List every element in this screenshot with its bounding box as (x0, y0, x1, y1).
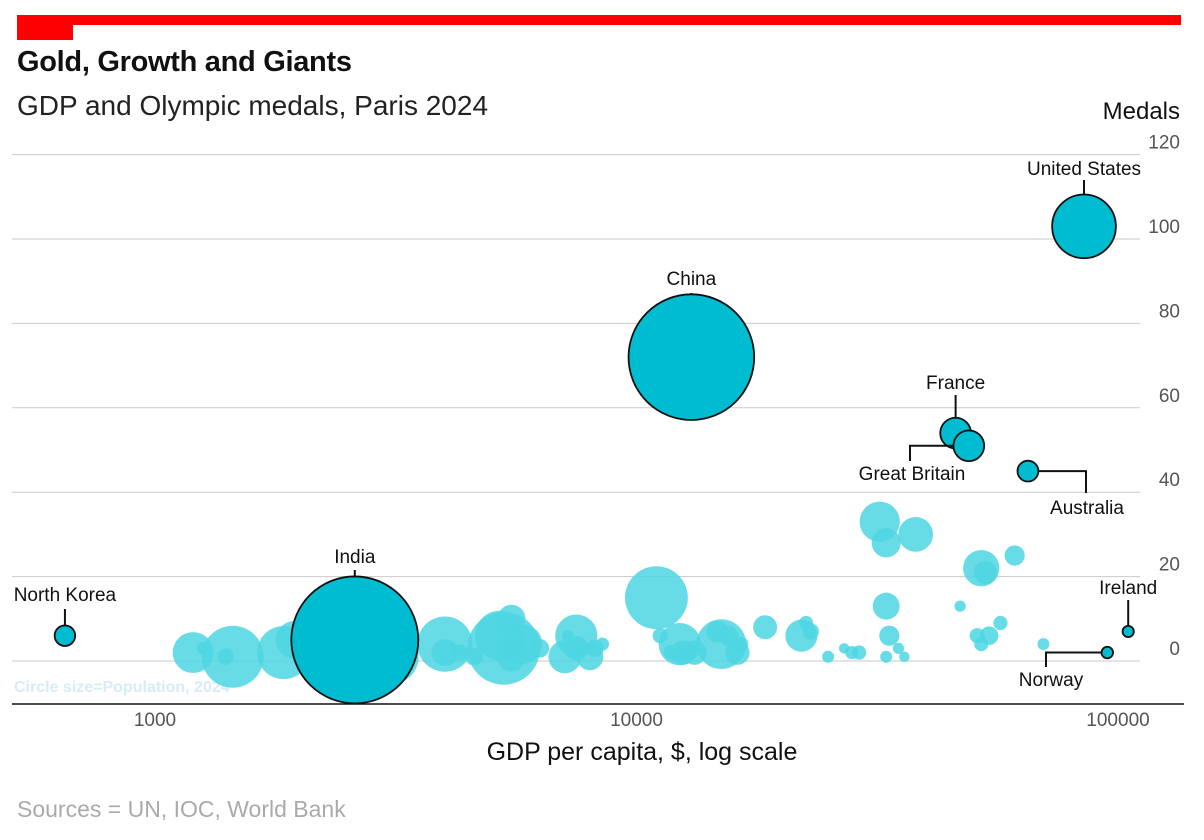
label-norway: Norway (1019, 670, 1084, 691)
callouts: United States China France India North Korea… (14, 159, 1158, 691)
bubble-north-korea (53, 624, 77, 647)
x-tick-100000: 100000 (1086, 710, 1149, 731)
bubble-point-50 (892, 642, 905, 654)
bubble-point-25 (625, 566, 688, 630)
bubble-point-37 (753, 615, 778, 640)
x-tick-1000: 1000 (134, 710, 176, 731)
bubble-point-59 (954, 600, 966, 612)
source-note: Sources = UN, IOC, World Bank (17, 796, 346, 822)
bubble-norway (1100, 645, 1114, 660)
leader-norway (1045, 651, 1102, 667)
bubble-point-49 (880, 650, 893, 663)
gridlines (12, 154, 1140, 662)
x-tick-10000: 10000 (610, 710, 663, 731)
y-tick-20: 20 (1159, 555, 1180, 576)
bubble-point-52 (898, 517, 934, 552)
bubble-point-47 (871, 528, 901, 558)
header-rule (17, 15, 1181, 25)
size-legend-note: Circle size=Population, 2024 (14, 679, 230, 696)
y-tick-60: 60 (1159, 386, 1180, 407)
leader-australia (1038, 470, 1087, 493)
chart-subtitle: GDP and Olympic medals, Paris 2024 (17, 90, 489, 121)
bubble-point-51 (899, 651, 910, 663)
bubble-point-60 (1004, 545, 1025, 566)
bubble-point-16 (524, 651, 536, 663)
header-accent-block (17, 15, 73, 40)
bubble-point-46 (872, 592, 900, 620)
label-great-britain: Great Britain (859, 464, 966, 485)
bubble-point-24 (595, 637, 610, 651)
bubble-point-58 (993, 615, 1008, 631)
y-tick-labels: 0 20 40 60 80 100 120 (1148, 133, 1180, 660)
y-tick-0: 0 (1169, 639, 1180, 660)
bubble-point-17 (530, 639, 550, 658)
label-india: India (334, 547, 376, 568)
label-north-korea: North Korea (14, 585, 117, 606)
y-tick-120: 120 (1148, 133, 1180, 154)
bubble-point-8 (431, 639, 459, 667)
label-china: China (667, 269, 717, 290)
bubble-point-61 (1037, 638, 1050, 651)
bubble-point-57 (974, 636, 989, 652)
x-axis-title: GDP per capita, $, log scale (487, 738, 798, 766)
bubble-china (627, 293, 756, 421)
chart-title: Gold, Growth and Giants (17, 46, 352, 78)
y-tick-80: 80 (1159, 301, 1180, 322)
label-france: France (926, 373, 985, 394)
label-ireland: Ireland (1099, 578, 1157, 599)
bubble-united-states (1051, 193, 1117, 260)
y-tick-40: 40 (1159, 470, 1180, 491)
bubble-point-40 (802, 623, 819, 640)
bubble-point-41 (822, 650, 835, 663)
bubble-point-54 (973, 560, 997, 584)
x-tick-labels: 1000 10000 100000 (134, 710, 1150, 731)
y-tick-100: 100 (1148, 217, 1180, 238)
bubble-india (290, 575, 420, 705)
label-australia: Australia (1050, 498, 1124, 519)
bubble-point-3 (201, 625, 264, 688)
bubble-point-44 (852, 645, 867, 660)
bubble-australia (1016, 459, 1040, 483)
label-united-states: United States (1027, 159, 1141, 180)
bubble-point-34 (718, 625, 739, 646)
leader-great-britain (909, 444, 954, 461)
bubble-ireland (1121, 624, 1135, 638)
bubble-point-48 (879, 625, 900, 646)
bubble-great-britain (952, 429, 986, 463)
y-axis-title: Medals (1103, 98, 1180, 125)
bubbles (53, 193, 1135, 705)
bubble-point-9 (451, 644, 469, 661)
bubble-point-36 (734, 636, 749, 652)
